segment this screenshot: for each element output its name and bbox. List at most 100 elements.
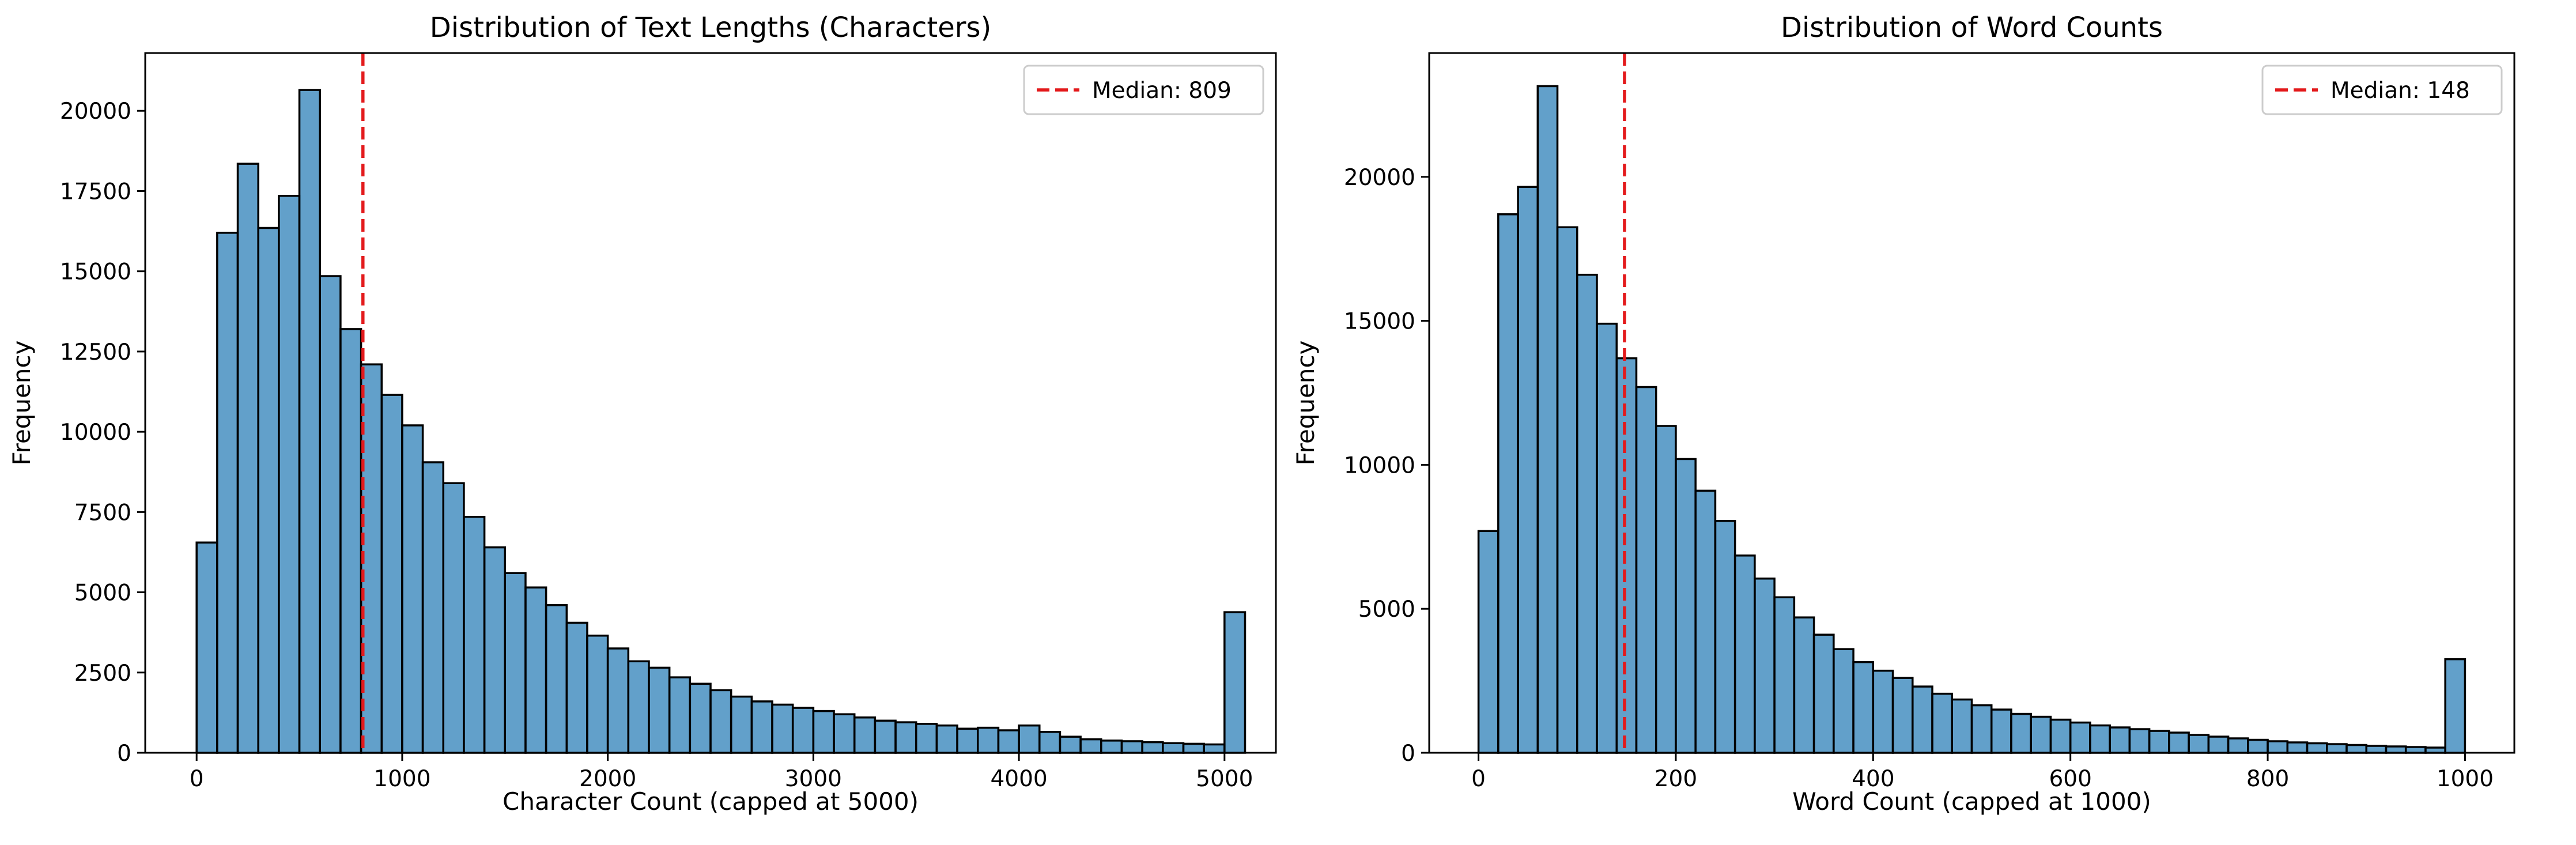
histogram-bar xyxy=(1018,724,1041,754)
x-tick-label: 0 xyxy=(1471,766,1486,792)
histogram-bar xyxy=(1733,554,1756,754)
histogram-bar xyxy=(1694,489,1717,754)
histogram-bar xyxy=(1852,661,1875,754)
histogram-bar xyxy=(524,586,547,754)
histogram-bar xyxy=(812,710,835,754)
histogram-bar xyxy=(1675,458,1697,754)
histogram-bar xyxy=(2247,738,2269,754)
y-tick-label: 2500 xyxy=(74,661,131,686)
y-tick-label: 7500 xyxy=(74,500,131,526)
y-axis-label: Frequency xyxy=(1291,341,1320,466)
histogram-bar xyxy=(1079,738,1102,754)
histogram-bar xyxy=(1793,616,1815,754)
histogram-bar xyxy=(2365,745,2388,754)
histogram-bar xyxy=(2385,745,2407,754)
histogram-bar xyxy=(668,676,692,754)
x-tick-label: 1000 xyxy=(2437,766,2494,792)
histogram-bar xyxy=(565,621,588,754)
histogram-bar xyxy=(319,275,342,754)
histogram-bar xyxy=(1891,677,1914,754)
x-tick-label: 200 xyxy=(1655,766,1697,792)
histogram-bar xyxy=(2227,737,2249,754)
histogram-bar xyxy=(2267,740,2289,754)
histogram-bar xyxy=(956,727,979,754)
histogram-bar xyxy=(1655,425,1677,754)
histogram-bar xyxy=(1203,743,1226,754)
x-axis-label: Character Count (capped at 5000) xyxy=(503,787,919,816)
histogram-bar xyxy=(1120,740,1143,754)
histogram-bar xyxy=(1576,273,1598,754)
histogram-bar xyxy=(894,721,917,754)
legend-median-label: Median: 809 xyxy=(1092,78,1232,104)
histogram-bar xyxy=(504,572,527,754)
x-tick-label: 800 xyxy=(2246,766,2289,792)
y-tick-label: 17500 xyxy=(60,179,131,205)
histogram-bar xyxy=(2148,730,2170,754)
y-tick-label: 0 xyxy=(1401,741,1415,767)
histogram-bar xyxy=(2326,743,2348,754)
histogram-bar xyxy=(2286,741,2309,754)
histogram-bar xyxy=(1714,520,1736,754)
plot-frame xyxy=(144,52,1277,754)
histogram-bar xyxy=(1615,357,1638,754)
histogram-bar xyxy=(2010,712,2032,754)
histogram-bar xyxy=(1536,85,1559,754)
histogram-bar xyxy=(216,232,239,754)
histogram-bar xyxy=(976,726,1000,754)
histogram-bar xyxy=(2345,744,2367,754)
histogram-bar xyxy=(2306,742,2328,754)
x-tick-label: 4000 xyxy=(990,766,1047,792)
histogram-bar xyxy=(2444,658,2467,754)
histogram-bar xyxy=(750,700,773,754)
x-tick-label: 3000 xyxy=(785,766,842,792)
histogram-bar xyxy=(1556,226,1578,754)
histogram-bar xyxy=(1754,577,1776,754)
histogram-bar xyxy=(401,424,424,754)
histogram-bar xyxy=(1100,740,1123,754)
chart-word-counts: 0 200 400 600 800 100005000100001500020000Dis… xyxy=(1291,12,2515,816)
histogram-bar xyxy=(1059,735,1082,754)
legend: Median: 809 xyxy=(1023,65,1264,115)
histogram-bar xyxy=(833,713,856,754)
histogram-bar xyxy=(915,723,938,754)
legend-box xyxy=(2261,65,2503,115)
histogram-bar xyxy=(1773,596,1796,754)
chart-title: Distribution of Text Lengths (Characters… xyxy=(430,12,991,44)
histogram-bar xyxy=(1141,741,1164,754)
x-tick-label: 400 xyxy=(1852,766,1894,792)
y-tick-label: 5000 xyxy=(1358,597,1415,623)
y-tick-label: 0 xyxy=(117,741,131,767)
x-tick-label: 600 xyxy=(2049,766,2091,792)
y-tick-label: 20000 xyxy=(1344,165,1415,191)
y-tick-label: 15000 xyxy=(1344,309,1415,335)
y-axis-label: Frequency xyxy=(7,341,36,466)
y-tick-label: 10000 xyxy=(1344,452,1415,478)
x-tick-label: 5000 xyxy=(1196,766,1253,792)
histogram-bar xyxy=(771,703,794,754)
histogram-bar xyxy=(236,163,259,754)
histogram-bar xyxy=(339,328,362,754)
x-tick-label: 2000 xyxy=(579,766,636,792)
histogram-bar xyxy=(1223,611,1247,754)
histogram-bar xyxy=(1833,648,1854,754)
histogram-bar xyxy=(483,546,507,754)
histogram-bar xyxy=(2207,735,2230,754)
histogram-bar xyxy=(1951,698,1973,754)
histogram-bar xyxy=(195,541,218,754)
histogram-bar xyxy=(791,707,815,754)
x-axis-label: Word Count (capped at 1000) xyxy=(1792,787,2151,816)
histogram-bar xyxy=(1477,530,1499,754)
histogram-bar xyxy=(2049,718,2072,754)
histogram-bar xyxy=(627,660,650,754)
histogram-bar xyxy=(1812,633,1835,754)
histogram-bar xyxy=(298,89,321,754)
histogram-bar xyxy=(463,515,486,754)
chart-text-lengths: 0 1000 2000 3000 4000 5000 0 2500 5000 7500 10000 1… xyxy=(7,12,1277,816)
histogram-bar xyxy=(1635,386,1657,754)
histogram-bar xyxy=(853,716,877,754)
histogram-bar xyxy=(1970,704,1993,754)
histogram-bar xyxy=(2188,734,2210,754)
histogram-bar xyxy=(648,666,671,754)
histogram-bar xyxy=(1596,322,1618,754)
histogram-bar xyxy=(1038,731,1062,754)
